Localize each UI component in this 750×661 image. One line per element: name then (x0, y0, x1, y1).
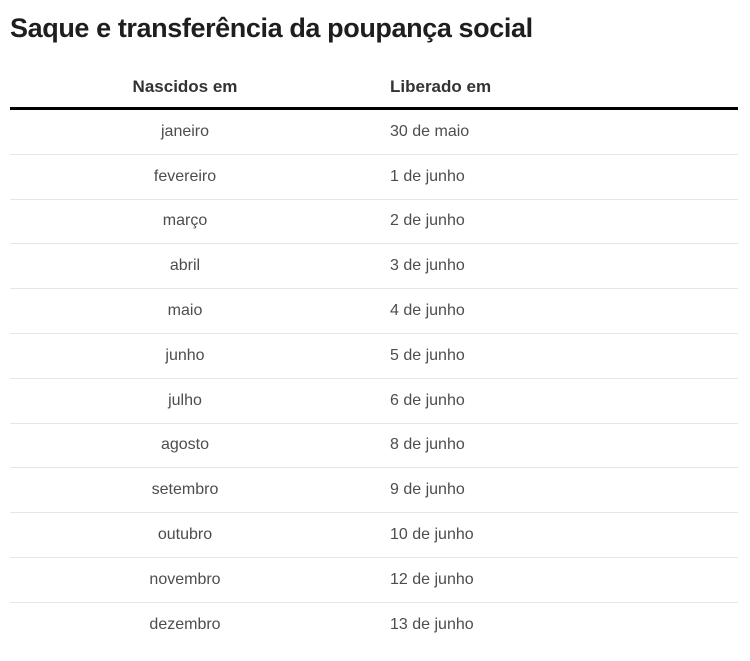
table-header-row: Nascidos em Liberado em (10, 66, 738, 110)
month-cell: fevereiro (153, 167, 217, 185)
month-cell: novembro (149, 570, 221, 588)
table-row: setembro 9 de junho (10, 468, 738, 514)
release-date-cell: 8 de junho (390, 436, 465, 454)
month-cell: dezembro (149, 616, 221, 634)
month-cell: julho (168, 391, 202, 409)
release-date-cell: 12 de junho (390, 570, 474, 588)
release-date-cell: 10 de junho (390, 526, 474, 544)
table-row: abril 3 de junho (10, 244, 738, 290)
schedule-table: Nascidos em Liberado em janeiro 30 de ma… (10, 66, 738, 648)
table-body: janeiro 30 de maio fevereiro 1 de junho … (10, 110, 738, 648)
month-cell: maio (167, 302, 203, 320)
release-date-cell: 4 de junho (390, 302, 465, 320)
release-date-cell: 5 de junho (390, 346, 465, 364)
release-date-cell: 9 de junho (390, 481, 465, 499)
month-cell: janeiro (160, 122, 210, 140)
month-cell: outubro (157, 526, 213, 544)
table-row: julho 6 de junho (10, 379, 738, 424)
table-row: março 2 de junho (10, 200, 738, 245)
release-date-cell: 1 de junho (390, 167, 465, 185)
table-row: dezembro 13 de junho (10, 603, 738, 648)
month-cell: junho (165, 346, 205, 364)
table-row: agosto 8 de junho (10, 424, 738, 469)
page-title: Saque e transferência da poupança social (10, 13, 533, 43)
release-date-cell: 2 de junho (390, 212, 465, 230)
month-cell: abril (169, 257, 201, 275)
table-row: maio 4 de junho (10, 289, 738, 334)
release-date-cell: 30 de maio (390, 122, 470, 140)
table-row: janeiro 30 de maio (10, 110, 738, 155)
month-cell: setembro (151, 481, 219, 499)
table-row: novembro 12 de junho (10, 558, 738, 603)
table-row: junho 5 de junho (10, 334, 738, 379)
release-date-cell: 13 de junho (390, 616, 474, 634)
month-cell: março (162, 212, 208, 230)
column-header-released-on: Liberado em (390, 76, 492, 96)
table-row: outubro 10 de junho (10, 513, 738, 558)
month-cell: agosto (160, 436, 210, 454)
column-header-born-in: Nascidos em (132, 76, 238, 96)
release-date-cell: 3 de junho (390, 257, 465, 275)
release-date-cell: 6 de junho (390, 391, 465, 409)
table-row: fevereiro 1 de junho (10, 155, 738, 200)
